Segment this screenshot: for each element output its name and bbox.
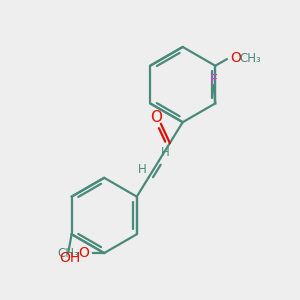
Text: O: O xyxy=(231,51,242,65)
Text: OH: OH xyxy=(59,251,81,265)
Text: O: O xyxy=(150,110,162,125)
Text: CH₃: CH₃ xyxy=(240,52,262,65)
Text: O: O xyxy=(78,246,89,260)
Text: H: H xyxy=(138,163,147,176)
Text: H: H xyxy=(161,146,170,159)
Text: F: F xyxy=(210,73,218,87)
Text: CH₃: CH₃ xyxy=(57,247,79,260)
